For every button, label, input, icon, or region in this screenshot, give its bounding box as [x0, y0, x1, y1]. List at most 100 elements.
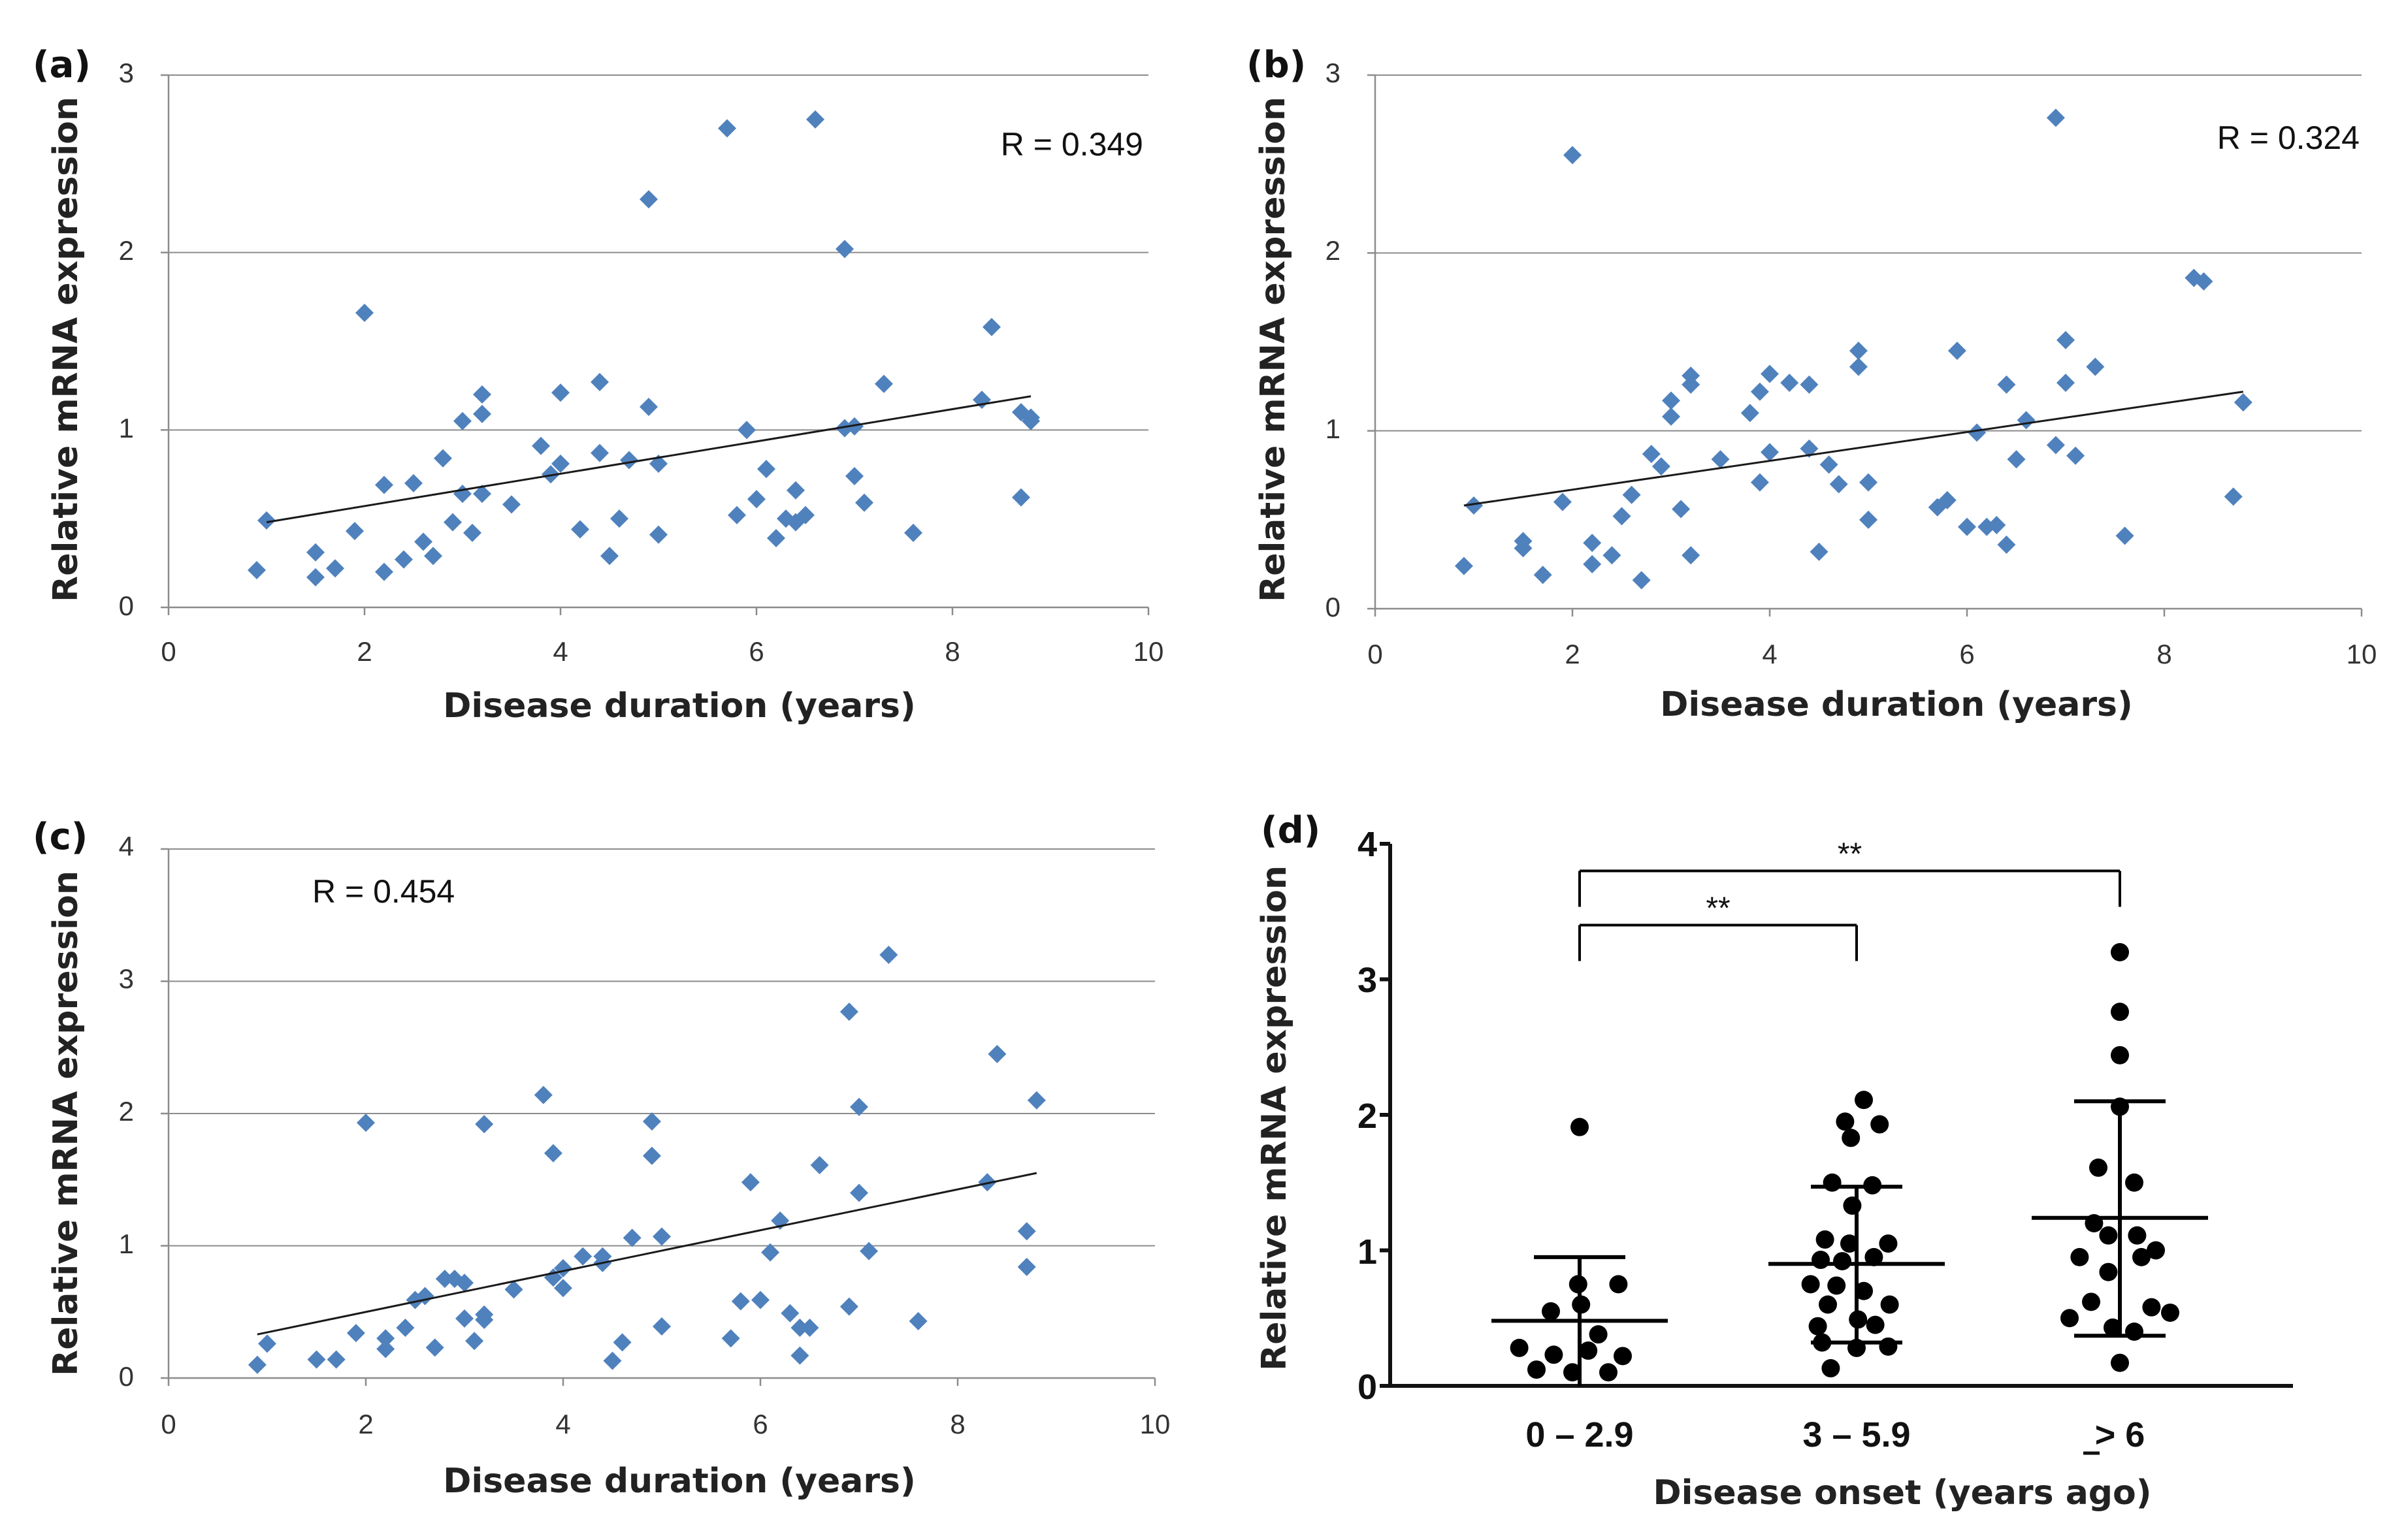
data-point [591, 443, 609, 462]
data-point [738, 421, 756, 440]
data-point [2085, 1214, 2104, 1232]
y-tick-label: 3 [119, 57, 134, 88]
data-point [806, 110, 824, 129]
x-tick-label: 8 [945, 636, 960, 667]
y-tick-label: 1 [119, 1228, 134, 1259]
data-point [475, 1310, 494, 1329]
data-point [1823, 1173, 1842, 1192]
x-tick-labels-a: 0 2 4 6 8 10 [161, 636, 1163, 667]
data-point [404, 473, 423, 492]
x-tick-label: 0 [1367, 639, 1382, 669]
data-point [1840, 1234, 1859, 1253]
x-tick-label: 2 [358, 1409, 373, 1439]
data-point [1849, 342, 1868, 361]
data-point [376, 1339, 395, 1358]
data-point [623, 1228, 642, 1247]
data-point [1819, 1295, 1837, 1314]
trendline-c [257, 1172, 1037, 1336]
data-point [1510, 1338, 1529, 1357]
data-point [1801, 1275, 1820, 1294]
x-tick-label: 8 [2156, 639, 2171, 669]
data-point [2111, 1046, 2129, 1065]
data-point [1579, 1341, 1598, 1360]
data-point [653, 1227, 671, 1246]
data-point [1544, 1345, 1563, 1364]
y-tick-label: 2 [1325, 235, 1341, 266]
data-point [909, 1311, 928, 1330]
data-point [2147, 1241, 2165, 1260]
data-point [839, 1003, 858, 1021]
data-point [875, 374, 893, 393]
data-point [2125, 1323, 2143, 1341]
data-point [757, 460, 775, 479]
data-point [1527, 1360, 1546, 1379]
data-point [2060, 1309, 2079, 1328]
data-point [1855, 1281, 1873, 1300]
data-point [554, 1279, 572, 1298]
data-point [1599, 1363, 1618, 1382]
data-point [1514, 539, 1533, 558]
data-point [1987, 516, 2006, 535]
data-point [502, 495, 521, 514]
data-point [2142, 1298, 2161, 1317]
data-point [2056, 330, 2075, 349]
data-point [1813, 1333, 1832, 1352]
data-point [2125, 1173, 2143, 1192]
data-point [2046, 108, 2065, 127]
data-point [1711, 450, 1730, 469]
y-tick-label: 1 [1325, 413, 1341, 444]
data-point [1642, 445, 1661, 464]
data-point [787, 481, 805, 500]
y-tick-label: 3 [1325, 57, 1341, 88]
data-point [2234, 393, 2252, 412]
data-point [610, 509, 628, 528]
data-point [346, 1324, 365, 1343]
x-category-label: 3 – 5.9 [1802, 1415, 1910, 1454]
data-point [1827, 1276, 1846, 1295]
y-tick-labels-b: 0 1 2 3 [1325, 57, 1341, 622]
x-tick-label: 2 [1565, 639, 1580, 669]
x-tick-label: 2 [357, 636, 372, 667]
data-point [465, 1332, 484, 1351]
x-tick-labels-b: 0 2 4 6 8 10 [1367, 639, 2377, 669]
points-d [1510, 943, 2179, 1382]
data-point [1761, 443, 1779, 462]
significance-d: ** ** [1578, 837, 2121, 961]
panel-d: 0 1 2 3 4 0 – 2.9 3 – 5.9 > 6 ** ** (d) D… [1255, 809, 2293, 1513]
x-axis-title-d: Disease onset (years ago) [1653, 1473, 2151, 1513]
data-point [721, 1329, 740, 1348]
points-a [248, 110, 1040, 586]
data-point [248, 560, 266, 579]
data-point [444, 513, 462, 532]
data-point [1614, 1347, 1632, 1366]
data-point [306, 568, 325, 586]
y-tick-label: 0 [1325, 592, 1341, 622]
data-point [767, 529, 785, 548]
data-point [2099, 1262, 2118, 1281]
data-point [1569, 1275, 1587, 1294]
panel-label-d: (d) [1261, 809, 1320, 852]
data-point [1879, 1337, 1898, 1356]
r-annotation-b: R = 0.324 [2217, 120, 2360, 156]
data-point [1022, 411, 1040, 430]
data-point [435, 1270, 454, 1289]
data-point [642, 1146, 661, 1165]
axis-c [161, 848, 1156, 1386]
data-point [1553, 492, 1572, 511]
data-point [551, 383, 570, 402]
data-point [1662, 407, 1680, 426]
axis-d [1380, 842, 2293, 1388]
data-point [571, 520, 589, 539]
data-point [534, 1085, 553, 1104]
data-point [2161, 1303, 2179, 1322]
sd-bars-d [1491, 1099, 2208, 1386]
x-axis-title-c: Disease duration (years) [443, 1462, 916, 1501]
data-point [845, 417, 864, 436]
data-point [790, 1319, 809, 1338]
data-point [1612, 507, 1631, 526]
data-point [455, 1274, 474, 1292]
data-point [542, 465, 560, 484]
data-point [1849, 357, 1868, 376]
r-annotation-a: R = 0.349 [1001, 126, 1143, 163]
data-point [2046, 436, 2065, 455]
